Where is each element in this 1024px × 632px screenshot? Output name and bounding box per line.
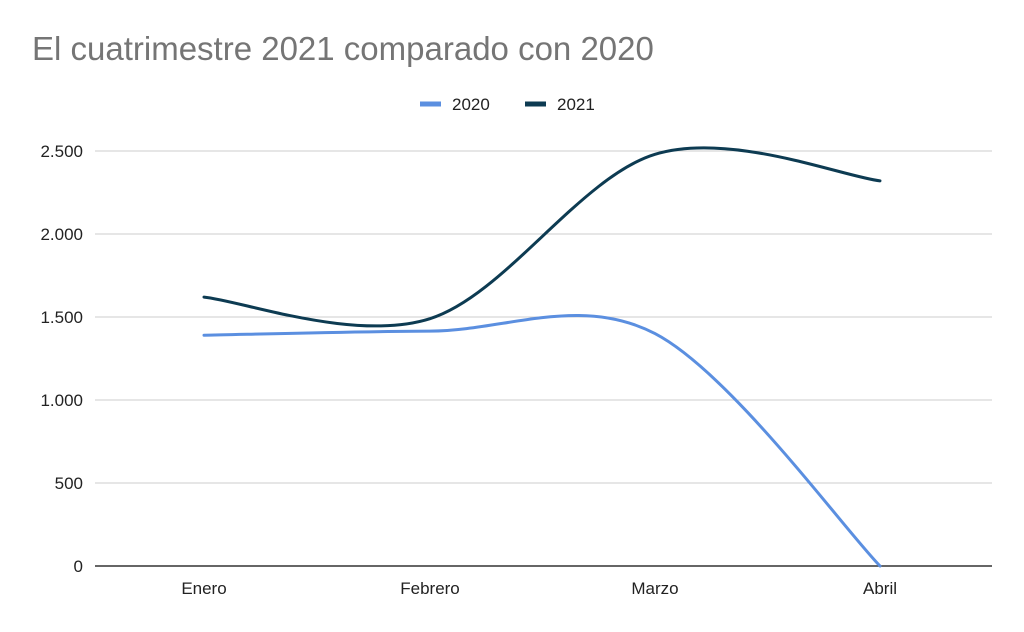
chart-title: El cuatrimestre 2021 comparado con 2020: [32, 30, 654, 67]
y-tick-label: 1.500: [40, 308, 83, 327]
y-tick-label: 0: [74, 557, 83, 576]
y-tick-label: 500: [55, 474, 83, 493]
series-line-2021: [202, 146, 882, 328]
series-line-2020: [202, 314, 882, 568]
y-tick-label: 2.000: [40, 225, 83, 244]
x-tick-label: Febrero: [400, 579, 460, 598]
x-tick-label: Abril: [863, 579, 897, 598]
y-tick-label: 1.000: [40, 391, 83, 410]
legend-label-2020: 2020: [452, 95, 490, 114]
legend-label-2021: 2021: [557, 95, 595, 114]
y-tick-label: 2.500: [40, 142, 83, 161]
x-tick-label: Enero: [181, 579, 226, 598]
x-tick-label: Marzo: [631, 579, 678, 598]
